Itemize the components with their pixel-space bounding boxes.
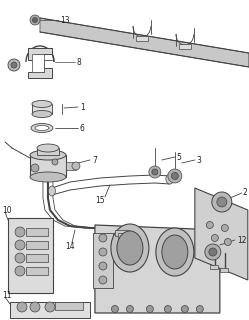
- Circle shape: [30, 302, 40, 312]
- Bar: [26, 228, 48, 236]
- Text: 13: 13: [60, 15, 69, 25]
- Circle shape: [15, 240, 25, 250]
- Bar: [66, 162, 76, 170]
- Circle shape: [99, 262, 107, 270]
- Circle shape: [30, 15, 40, 25]
- Bar: [115, 230, 129, 236]
- Bar: [8, 218, 53, 293]
- Bar: [32, 54, 44, 72]
- Ellipse shape: [32, 110, 52, 117]
- Bar: [30, 155, 66, 177]
- Bar: [55, 302, 83, 310]
- Bar: [179, 44, 191, 49]
- Circle shape: [17, 302, 27, 312]
- Bar: [32, 104, 52, 114]
- Ellipse shape: [37, 144, 59, 152]
- Circle shape: [171, 172, 178, 180]
- Polygon shape: [40, 18, 249, 67]
- Circle shape: [111, 306, 119, 313]
- Circle shape: [11, 62, 17, 68]
- Text: 15: 15: [95, 196, 105, 204]
- Circle shape: [152, 169, 158, 175]
- Circle shape: [15, 266, 25, 276]
- Text: 7: 7: [92, 156, 97, 164]
- Bar: [93, 233, 113, 288]
- Bar: [220, 268, 228, 272]
- Ellipse shape: [166, 174, 174, 184]
- Bar: [210, 265, 218, 269]
- Polygon shape: [195, 188, 248, 280]
- Circle shape: [32, 18, 37, 22]
- Circle shape: [224, 238, 231, 245]
- Bar: [26, 267, 48, 275]
- Circle shape: [149, 166, 161, 178]
- Text: 12: 12: [237, 236, 246, 244]
- Ellipse shape: [30, 150, 66, 160]
- Text: 8: 8: [77, 58, 82, 67]
- Bar: [26, 241, 48, 249]
- Circle shape: [15, 227, 25, 237]
- Ellipse shape: [117, 231, 143, 265]
- Ellipse shape: [111, 224, 149, 272]
- Text: 2: 2: [243, 188, 248, 196]
- Circle shape: [209, 248, 217, 256]
- Circle shape: [99, 234, 107, 242]
- Circle shape: [126, 306, 133, 313]
- Circle shape: [212, 192, 232, 212]
- Circle shape: [168, 169, 182, 183]
- Bar: [37, 148, 59, 155]
- Circle shape: [217, 197, 227, 207]
- Ellipse shape: [35, 125, 49, 131]
- Polygon shape: [95, 225, 220, 313]
- Bar: [118, 233, 132, 239]
- Circle shape: [31, 164, 39, 172]
- Ellipse shape: [162, 235, 188, 269]
- Circle shape: [146, 306, 153, 313]
- Text: 11: 11: [2, 291, 11, 300]
- Circle shape: [206, 221, 213, 228]
- Ellipse shape: [30, 172, 66, 182]
- Text: 3: 3: [197, 156, 202, 164]
- Circle shape: [52, 159, 58, 165]
- Circle shape: [45, 302, 55, 312]
- Circle shape: [211, 235, 218, 242]
- Circle shape: [205, 244, 221, 260]
- Ellipse shape: [156, 228, 194, 276]
- Text: 10: 10: [2, 205, 12, 214]
- Circle shape: [221, 225, 228, 231]
- Ellipse shape: [72, 162, 80, 170]
- Polygon shape: [28, 48, 52, 78]
- Text: 1: 1: [80, 102, 85, 111]
- Ellipse shape: [49, 186, 56, 196]
- Circle shape: [8, 59, 20, 71]
- Circle shape: [181, 306, 188, 313]
- Text: 14: 14: [65, 242, 74, 251]
- Ellipse shape: [32, 100, 52, 108]
- Circle shape: [99, 276, 107, 284]
- Bar: [136, 36, 148, 41]
- Ellipse shape: [31, 124, 53, 132]
- Text: 5: 5: [177, 153, 182, 162]
- Bar: [26, 254, 48, 262]
- Bar: [10, 302, 90, 318]
- Text: 6: 6: [80, 124, 85, 132]
- Circle shape: [196, 306, 203, 313]
- Circle shape: [164, 306, 171, 313]
- Circle shape: [99, 248, 107, 256]
- Circle shape: [15, 253, 25, 263]
